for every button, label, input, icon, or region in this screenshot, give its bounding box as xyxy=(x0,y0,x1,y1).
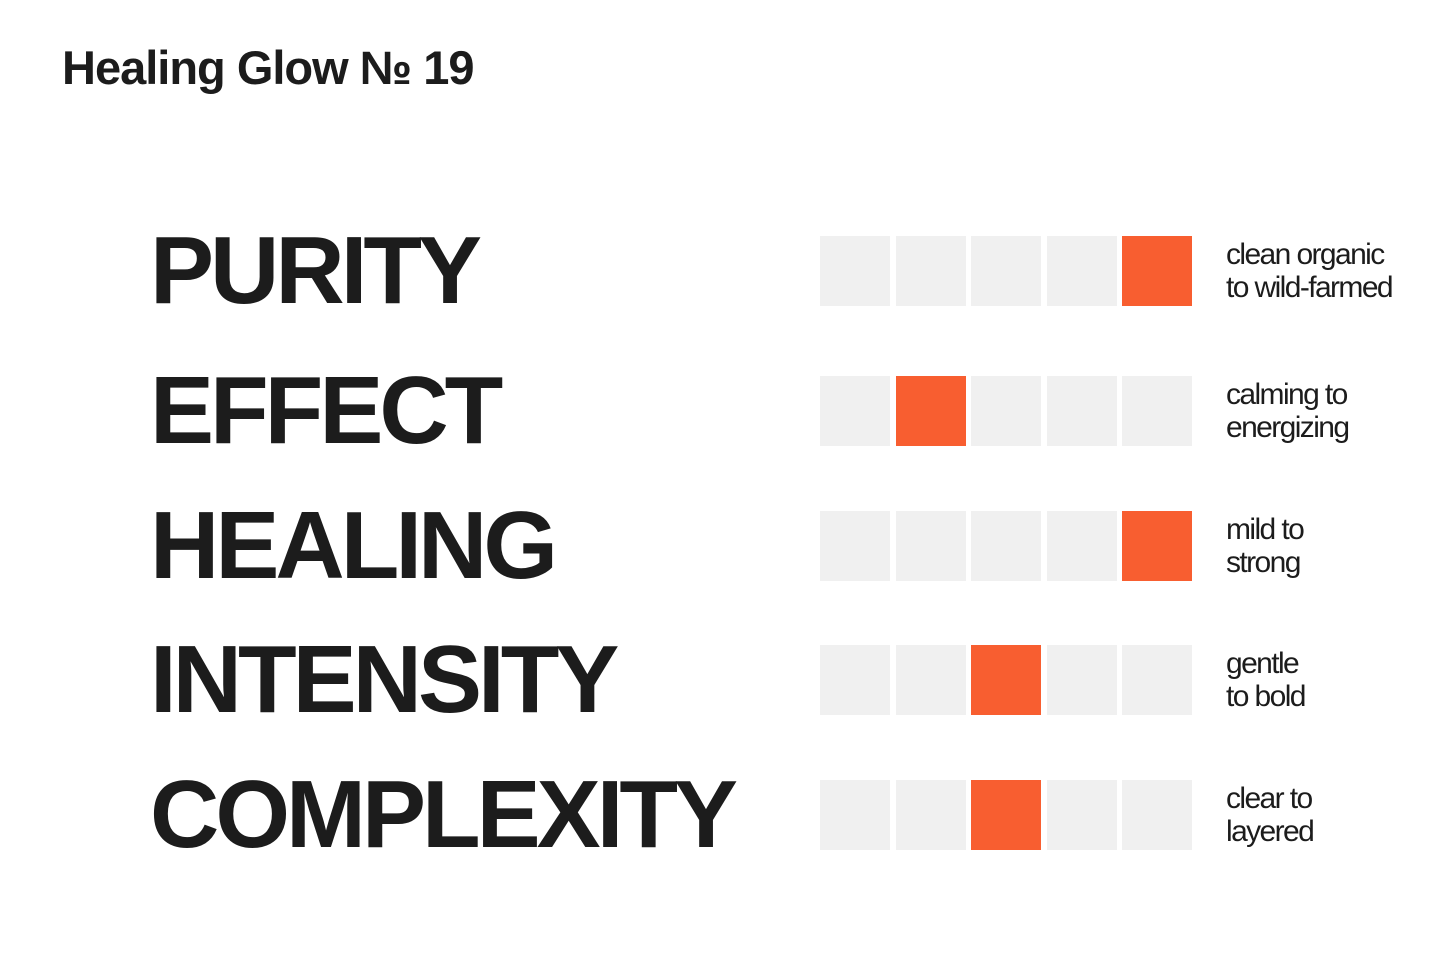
rating-cell xyxy=(971,511,1041,581)
attribute-row-purity: PURITY clean organic to wild-farmed xyxy=(0,223,1445,319)
attribute-description: calming to energizing xyxy=(1226,378,1350,444)
rating-cell xyxy=(1046,376,1117,446)
description-line: mild to xyxy=(1226,513,1305,546)
attribute-label: COMPLEXITY xyxy=(150,761,738,868)
description-line: to wild-farmed xyxy=(1226,271,1394,304)
rating-cell xyxy=(820,511,890,581)
attribute-label: EFFECT xyxy=(150,357,503,464)
rating-cell xyxy=(1046,236,1117,306)
rating-cell xyxy=(895,780,966,850)
rating-cell xyxy=(1122,780,1192,850)
rating-scale xyxy=(820,645,1192,715)
rating-cell xyxy=(895,236,966,306)
attribute-description: mild to strong xyxy=(1226,513,1305,579)
rating-cell xyxy=(1122,645,1192,715)
rating-cell xyxy=(971,236,1041,306)
rating-scale xyxy=(820,511,1192,581)
page-title: Healing Glow № 19 xyxy=(62,41,474,94)
attribute-row-complexity: COMPLEXITY clear to layered xyxy=(0,767,1445,863)
rating-cell-active xyxy=(971,780,1041,850)
attribute-description: gentle to bold xyxy=(1226,647,1306,713)
rating-cell xyxy=(820,236,890,306)
rating-cell xyxy=(971,376,1041,446)
rating-cell xyxy=(895,511,966,581)
rating-cell xyxy=(1122,376,1192,446)
attribute-row-healing: HEALING mild to strong xyxy=(0,498,1445,594)
description-line: clean organic xyxy=(1226,238,1385,271)
attribute-row-effect: EFFECT calming to energizing xyxy=(0,363,1445,459)
rating-cell-active xyxy=(895,376,966,446)
rating-scale xyxy=(820,780,1192,850)
rating-cell xyxy=(820,780,890,850)
description-line: energizing xyxy=(1226,411,1350,444)
attribute-label: INTENSITY xyxy=(150,626,619,733)
attribute-label: HEALING xyxy=(150,492,558,599)
rating-cell xyxy=(1046,511,1117,581)
rating-cell xyxy=(1046,780,1117,850)
attribute-row-intensity: INTENSITY gentle to bold xyxy=(0,632,1445,728)
rating-scale xyxy=(820,376,1192,446)
rating-scale xyxy=(820,236,1192,306)
rating-cell xyxy=(895,645,966,715)
attribute-description: clean organic to wild-farmed xyxy=(1226,238,1394,304)
attribute-description: clear to layered xyxy=(1226,782,1315,848)
rating-cell-active xyxy=(1122,236,1192,306)
description-line: clear to xyxy=(1226,782,1313,815)
rating-cell-active xyxy=(1122,511,1192,581)
description-line: gentle xyxy=(1226,647,1300,680)
description-line: layered xyxy=(1226,815,1315,848)
rating-cell xyxy=(820,645,890,715)
description-line: to bold xyxy=(1226,680,1306,713)
description-line: strong xyxy=(1226,546,1301,579)
attribute-label: PURITY xyxy=(150,217,482,324)
rating-cell xyxy=(1046,645,1117,715)
rating-cell-active xyxy=(971,645,1041,715)
rating-cell xyxy=(820,376,890,446)
description-line: calming to xyxy=(1226,378,1348,411)
